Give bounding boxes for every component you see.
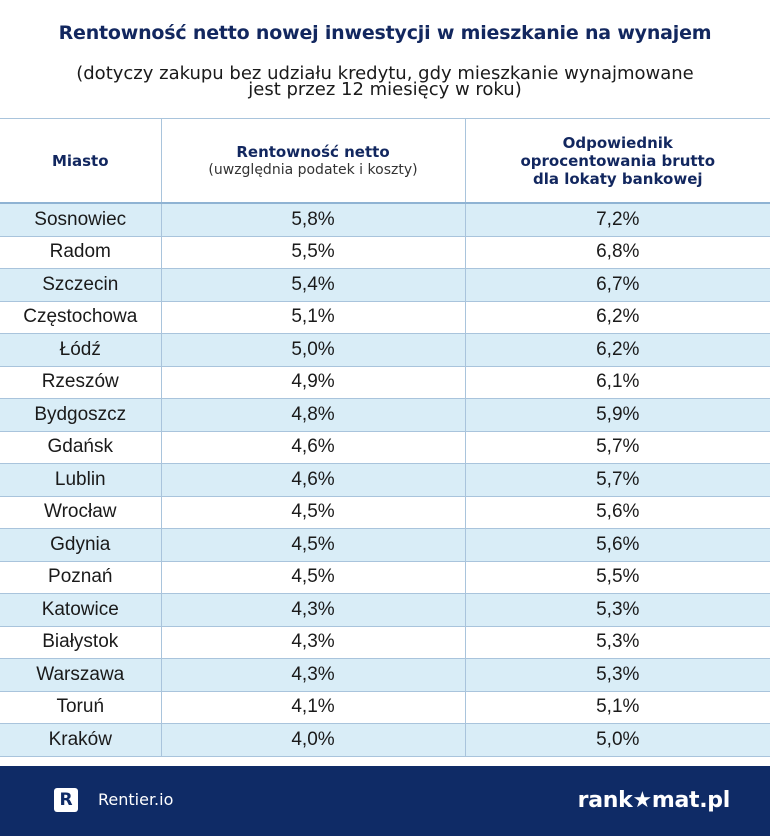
table-row: Bydgoszcz 4,8% 5,9% [0,398,770,432]
cell-net-yield: 4,9% [160,365,466,399]
cell-city: Kraków [0,723,162,757]
table-row: Białystok 4,3% 5,3% [0,625,770,659]
cell-net-yield: 4,3% [160,625,466,659]
cell-city: Częstochowa [0,300,162,334]
cell-city: Rzeszów [0,365,162,399]
table-row: Gdynia 4,5% 5,6% [0,528,770,562]
cell-gross-equivalent: 5,0% [464,723,770,757]
cell-net-yield: 5,4% [160,268,466,302]
table-row: Toruń 4,1% 5,1% [0,690,770,724]
table-row: Kraków 4,0% 5,0% [0,723,770,757]
cell-gross-equivalent: 5,3% [464,625,770,659]
cell-city: Sosnowiec [0,202,162,237]
cell-net-yield: 5,8% [160,202,466,237]
header-net-yield-note: (uwzględnia podatek i koszty) [208,161,418,178]
table-row: Częstochowa 5,1% 6,2% [0,300,770,334]
yield-table: Miasto Rentowność netto (uwzględnia poda… [0,118,770,757]
header-equivalent-line-2: oprocentowania brutto [520,151,716,170]
rentier-brand: Rentier.io [98,790,174,809]
cell-gross-equivalent: 5,7% [464,430,770,464]
cell-net-yield: 4,5% [160,495,466,529]
rankomat-logo: rank★mat.pl [577,788,731,813]
cell-gross-equivalent: 5,5% [464,560,770,594]
page-subtitle: (dotyczy zakupu bez udziału kredytu, gdy… [0,63,770,100]
cell-net-yield: 4,5% [160,560,466,594]
cell-gross-equivalent: 5,3% [464,593,770,627]
cell-city: Toruń [0,690,162,724]
cell-gross-equivalent: 6,8% [464,235,770,269]
cell-gross-equivalent: 6,7% [464,268,770,302]
cell-city: Białystok [0,625,162,659]
cell-city: Szczecin [0,268,162,302]
cell-city: Łódź [0,333,162,367]
cell-gross-equivalent: 7,2% [464,202,770,237]
cell-gross-equivalent: 6,1% [464,365,770,399]
cell-gross-equivalent: 5,6% [464,495,770,529]
table-row: Lublin 4,6% 5,7% [0,463,770,497]
table-header-row: Miasto Rentowność netto (uwzględnia poda… [0,118,770,204]
cell-net-yield: 4,6% [160,463,466,497]
table-row: Katowice 4,3% 5,3% [0,593,770,627]
table-row: Łódź 5,0% 6,2% [0,333,770,367]
cell-city: Gdynia [0,528,162,562]
cell-gross-equivalent: 5,1% [464,690,770,724]
header-equivalent-line-3: dla lokaty bankowej [532,169,703,188]
cell-net-yield: 5,5% [160,235,466,269]
cell-net-yield: 4,3% [160,658,466,692]
table-row: Warszawa 4,3% 5,3% [0,658,770,692]
cell-gross-equivalent: 6,2% [464,333,770,367]
table-row: Sosnowiec 5,8% 7,2% [0,202,770,237]
cell-city: Bydgoszcz [0,398,162,432]
cell-gross-equivalent: 5,6% [464,528,770,562]
cell-net-yield: 4,1% [160,690,466,724]
table-row: Szczecin 5,4% 6,7% [0,268,770,302]
cell-city: Radom [0,235,162,269]
table-row: Gdańsk 4,6% 5,7% [0,430,770,464]
cell-net-yield: 5,1% [160,300,466,334]
table-body: Sosnowiec 5,8% 7,2% Radom 5,5% 6,8% Szczecin 5,… [0,202,770,757]
cell-net-yield: 4,8% [160,398,466,432]
cell-net-yield: 4,0% [160,723,466,757]
header-net-yield: Rentowność netto (uwzględnia podatek i k… [160,118,466,204]
header-equivalent-line-1: Odpowiednik [562,133,673,152]
cell-gross-equivalent: 6,2% [464,300,770,334]
table-row: Radom 5,5% 6,8% [0,235,770,269]
subtitle-line-2: jest przez 12 miesięcy w roku) [248,79,522,100]
page-title: Rentowność netto nowej inwestycji w mies… [58,22,712,44]
header-city: Miasto [0,118,162,204]
header-net-yield-label: Rentowność netto [236,142,390,161]
cell-gross-equivalent: 5,3% [464,658,770,692]
cell-city: Poznań [0,560,162,594]
header-equivalent: Odpowiednik oprocentowania brutto dla lo… [464,118,770,204]
cell-net-yield: 4,6% [160,430,466,464]
cell-city: Katowice [0,593,162,627]
cell-city: Warszawa [0,658,162,692]
rentier-logo-icon: R [54,788,78,812]
cell-net-yield: 5,0% [160,333,466,367]
footer-bar: R Rentier.io rank★mat.pl [0,766,770,836]
cell-city: Wrocław [0,495,162,529]
subtitle-line-1: (dotyczy zakupu bez udziału kredytu, gdy… [76,63,694,84]
cell-gross-equivalent: 5,9% [464,398,770,432]
table-row: Poznań 4,5% 5,5% [0,560,770,594]
cell-net-yield: 4,3% [160,593,466,627]
cell-city: Lublin [0,463,162,497]
cell-gross-equivalent: 5,7% [464,463,770,497]
table-row: Wrocław 4,5% 5,6% [0,495,770,529]
cell-city: Gdańsk [0,430,162,464]
cell-net-yield: 4,5% [160,528,466,562]
table-row: Rzeszów 4,9% 6,1% [0,365,770,399]
